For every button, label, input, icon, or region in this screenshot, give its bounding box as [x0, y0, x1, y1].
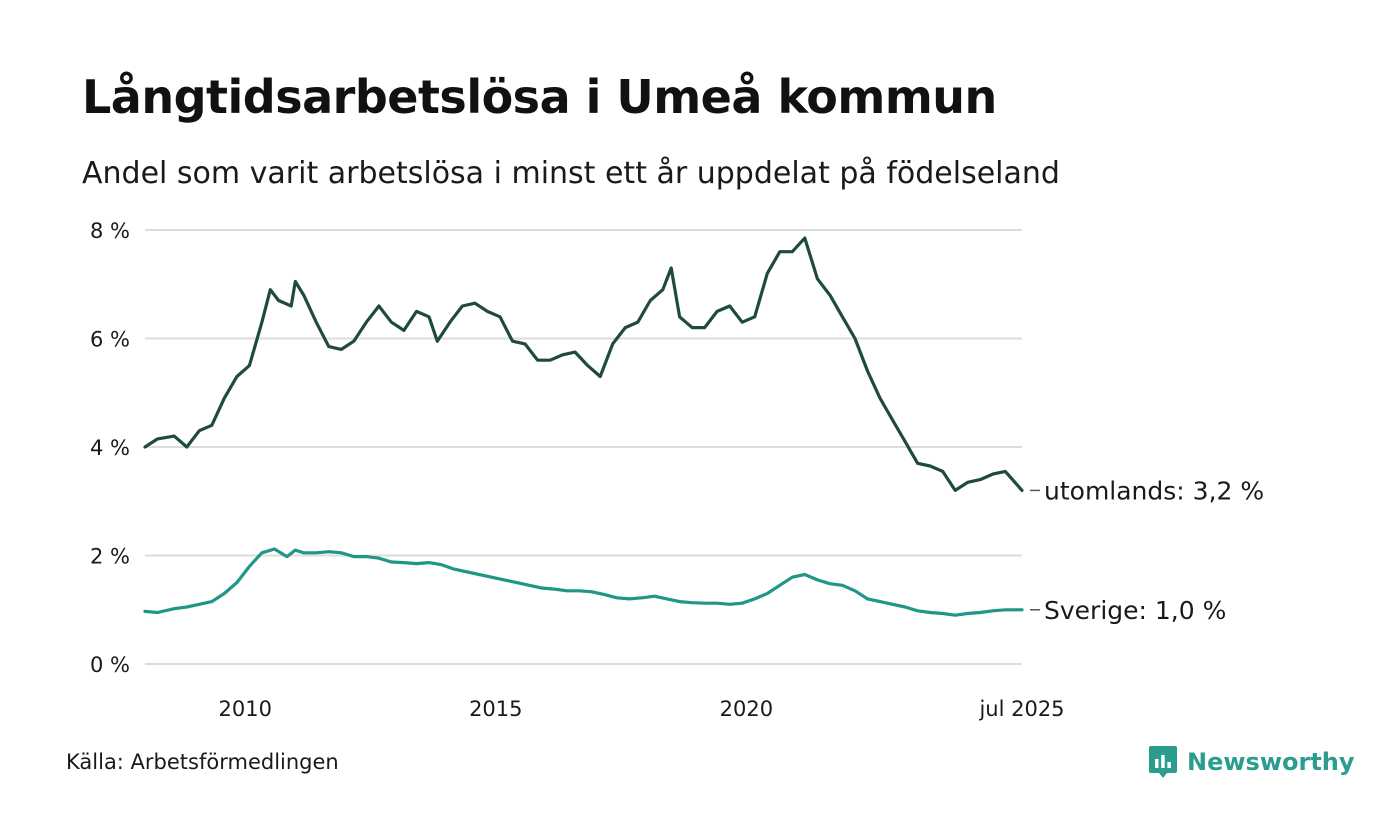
y-tick-label: 6 % — [90, 328, 130, 352]
y-tick-label: 2 % — [90, 545, 130, 569]
series-line-sverige — [143, 547, 1024, 617]
series-lines — [143, 236, 1024, 617]
brand-name: Newsworthy — [1187, 748, 1355, 776]
series-end-label-sverige: Sverige: 1,0 % — [1044, 596, 1226, 625]
x-tick-label: jul 2025 — [978, 697, 1064, 721]
source-note: Källa: Arbetsförmedlingen — [66, 750, 339, 774]
x-tick-label: 2020 — [720, 697, 773, 721]
gridlines — [145, 229, 1022, 665]
y-tick-label: 0 % — [90, 653, 130, 677]
brand-logo: Newsworthy — [1148, 744, 1355, 780]
newsworthy-chart-logo-icon — [1149, 746, 1177, 778]
y-axis-tick-labels: 0 % 2 % 4 % 6 % 8 % — [90, 219, 130, 677]
x-tick-label: 2010 — [219, 697, 272, 721]
series-end-label-utomlands: utomlands: 3,2 % — [1044, 476, 1264, 505]
chart-subtitle: Andel som varit arbetslösa i minst ett å… — [82, 156, 1060, 191]
y-tick-label: 8 % — [90, 219, 130, 243]
chart-title: Långtidsarbetslösa i Umeå kommun — [82, 70, 997, 124]
y-tick-label: 4 % — [90, 436, 130, 460]
x-axis-tick-labels: 2010 2015 2020 jul 2025 — [219, 697, 1065, 721]
x-tick-label: 2015 — [469, 697, 522, 721]
series-end-labels: utomlands: 3,2 % Sverige: 1,0 % — [1030, 476, 1264, 625]
series-line-utomlands — [143, 236, 1024, 492]
